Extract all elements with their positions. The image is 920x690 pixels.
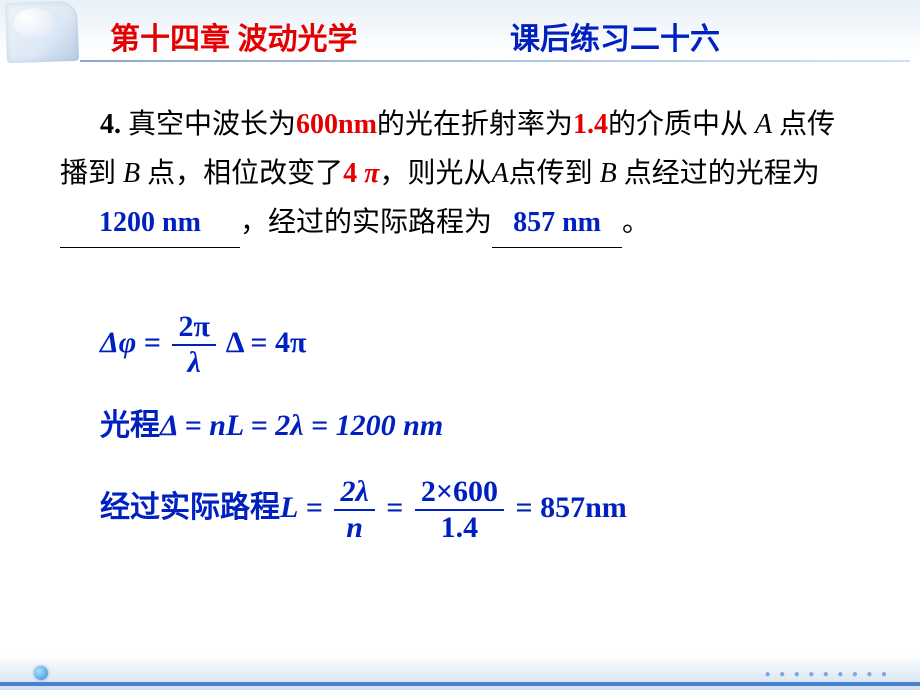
q-seg7: 点传到 (509, 158, 600, 189)
q-seg5: 点，相位改变了 (140, 158, 343, 189)
eq3-fraction-1: 2λ n (334, 475, 374, 545)
eq3-f2-num: 2×600 (415, 475, 504, 511)
footer-bullet-icon (34, 666, 48, 680)
eq3-f1-den: n (334, 511, 374, 545)
header-divider (80, 60, 910, 62)
eq1-frac-num: 2π (172, 310, 215, 346)
blank-actual-path: 857 nm (492, 198, 622, 248)
eq3-f2-den: 1.4 (415, 511, 504, 545)
equation-actual-path: 经过实际路程L = 2λ n = 2×600 1.4 = 857nm (100, 475, 627, 545)
q-seg10: 。 (622, 207, 650, 238)
eq3-eq2: = (386, 491, 411, 524)
eq3-eq3: = 857 (515, 491, 585, 524)
exercise-subtitle: 课后练习二十六 (510, 14, 720, 58)
point-B: B (123, 158, 140, 189)
eq3-eq1: = (298, 491, 330, 524)
footer-dots-icon: ● ● ● ● ● ● ● ● ● (765, 669, 890, 680)
refractive-index-value: 1.4 (573, 109, 608, 140)
point-A: A (755, 109, 772, 140)
eq1-mid: Δ = 4π (226, 326, 307, 359)
eq3-f1-num: 2λ (334, 475, 374, 511)
q-seg8: 点经过的光程为 (617, 158, 820, 189)
corner-decoration-icon (5, 1, 79, 63)
point-A-2: A (491, 158, 508, 189)
equation-optical-path: 光程Δ = nL = 2λ = 1200 nm (100, 400, 443, 444)
eq3-unit: nm (585, 491, 627, 524)
wavelength-value: 600nm (296, 109, 377, 140)
point-B-2: B (600, 158, 617, 189)
q-seg1: 真空中波长为 (128, 109, 296, 140)
blank2-fill: 857 nm (513, 207, 601, 238)
footer-line (0, 682, 920, 686)
equation-phase: Δφ = 2π λ Δ = 4π (100, 310, 306, 380)
question-body: 4. 真空中波长为600nm的光在折射率为1.4的介质中从 A 点传播到 B 点… (60, 100, 860, 248)
q-seg9: ，经过的实际路程为 (240, 207, 492, 238)
q-seg2: 的光在折射率为 (377, 109, 573, 140)
question-number: 4. (100, 109, 121, 140)
eq3-var: L (280, 491, 298, 524)
eq1-lhs: Δφ (100, 326, 136, 359)
q-seg6: ，则光从 (379, 158, 491, 189)
eq2-label: 光程 (100, 409, 160, 442)
eq1-fraction: 2π λ (172, 310, 215, 380)
eq2-expr: Δ = nL = 2λ = 1200 nm (160, 409, 443, 442)
blank1-fill: 1200 nm (99, 207, 201, 238)
eq3-label: 经过实际路程 (100, 491, 280, 524)
chapter-title: 第十四章 波动光学 (110, 14, 358, 58)
phase-coeff: 4 (343, 158, 357, 189)
header-bar: 第十四章 波动光学 课后练习二十六 (0, 0, 920, 70)
blank-optical-path: 1200 nm (60, 198, 240, 248)
phase-pi: π (364, 158, 379, 189)
eq1-eq: = (136, 326, 168, 359)
eq3-fraction-2: 2×600 1.4 (415, 475, 504, 545)
eq1-frac-den: λ (172, 346, 215, 380)
q-seg3: 的介质中从 (608, 109, 755, 140)
